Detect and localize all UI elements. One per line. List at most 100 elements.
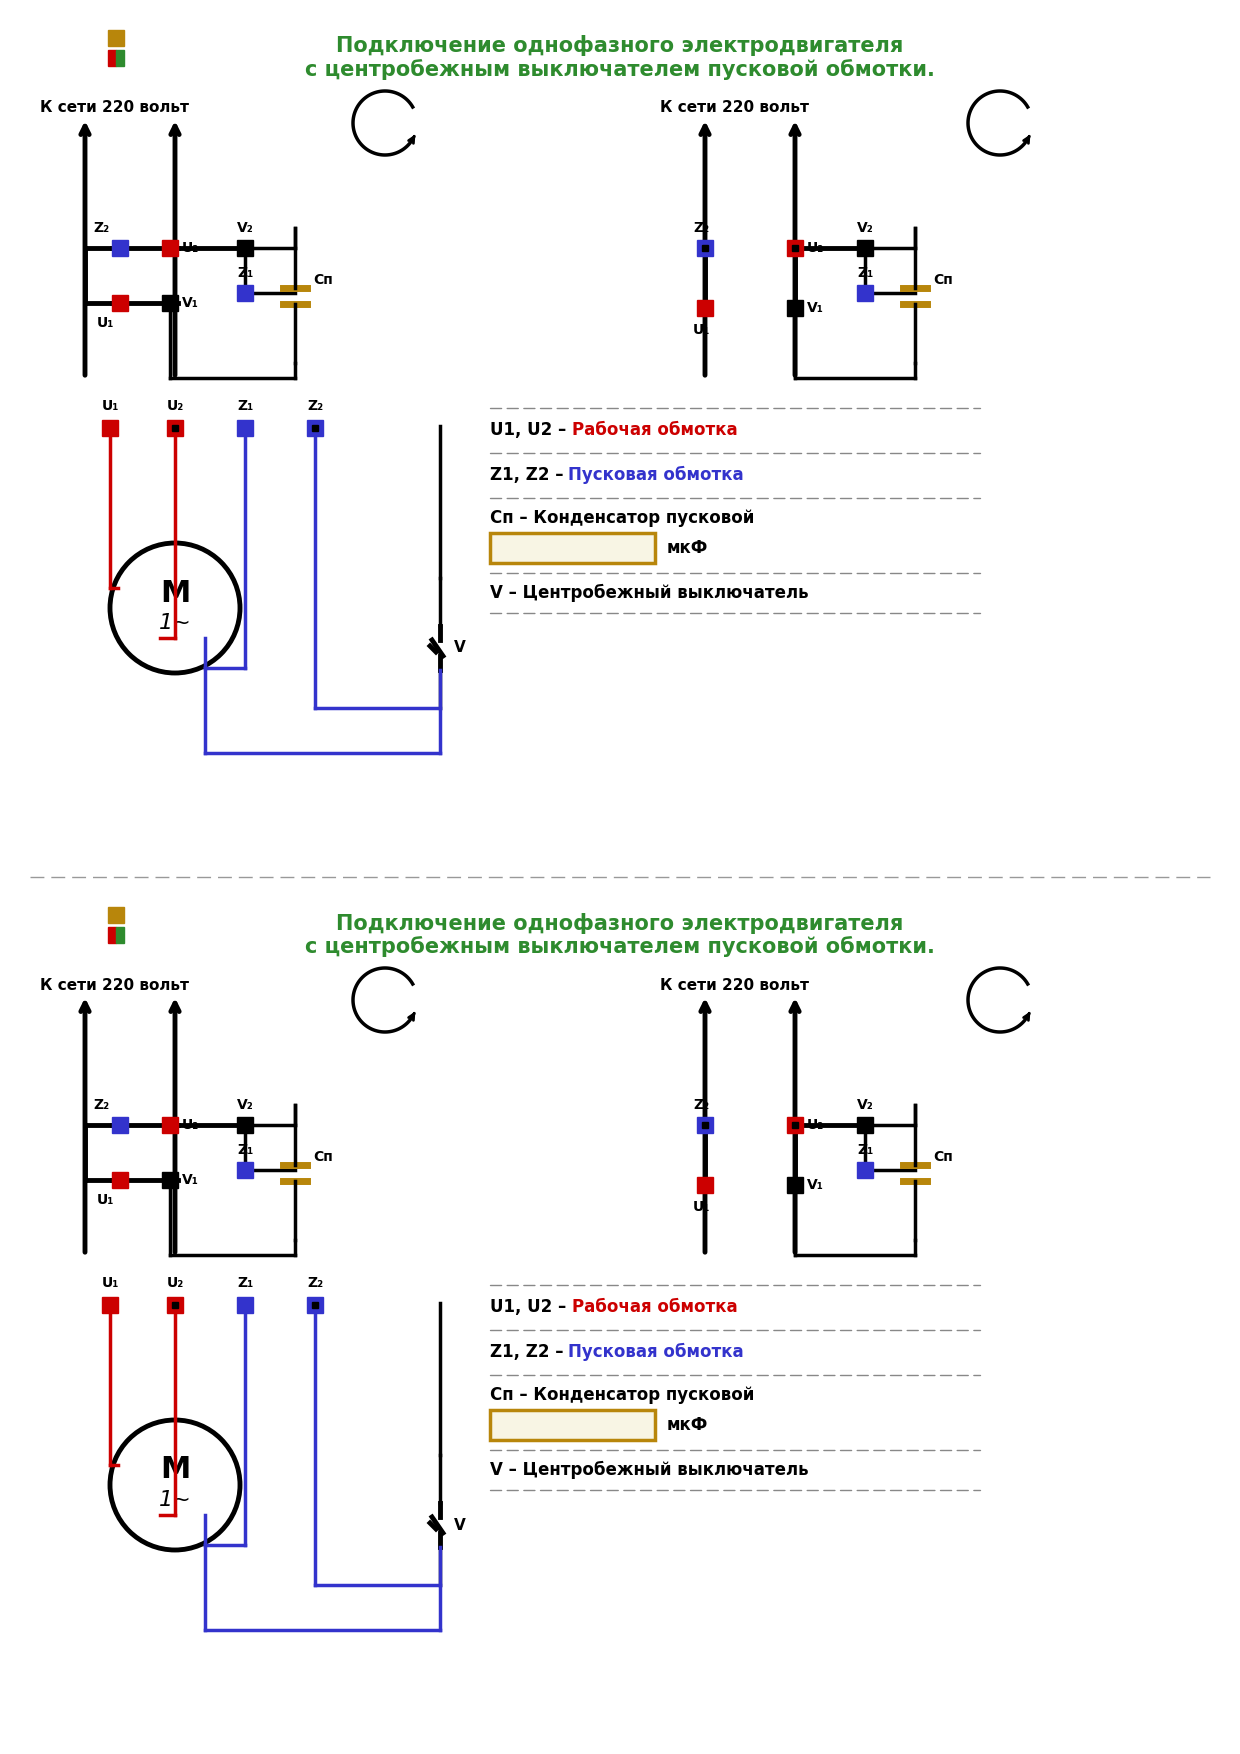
Text: 1~: 1~ bbox=[159, 612, 191, 633]
Text: U1, U2 –: U1, U2 – bbox=[490, 421, 572, 438]
Text: V₁: V₁ bbox=[807, 302, 823, 316]
Bar bbox=[792, 1123, 799, 1128]
Bar bbox=[237, 1117, 253, 1133]
Text: V₁: V₁ bbox=[807, 1179, 823, 1193]
Bar bbox=[167, 1296, 184, 1314]
Text: V: V bbox=[454, 640, 466, 656]
Text: U₁: U₁ bbox=[692, 323, 709, 337]
Bar bbox=[162, 1172, 179, 1187]
Text: V₂: V₂ bbox=[857, 221, 874, 235]
Text: Пусковая обмотка: Пусковая обмотка bbox=[568, 467, 744, 484]
Bar bbox=[237, 284, 253, 302]
Text: Z₁: Z₁ bbox=[237, 267, 253, 281]
Bar bbox=[162, 1117, 179, 1133]
Text: U₂: U₂ bbox=[182, 1117, 200, 1131]
Text: Сп – Конденсатор пусковой: Сп – Конденсатор пусковой bbox=[490, 1386, 754, 1403]
Bar bbox=[697, 240, 713, 256]
Text: Сп: Сп bbox=[312, 274, 332, 288]
Text: U₂: U₂ bbox=[166, 398, 184, 412]
Text: К сети 220 вольт: К сети 220 вольт bbox=[40, 100, 188, 116]
Bar bbox=[697, 1177, 713, 1193]
Bar bbox=[112, 1117, 128, 1133]
Text: Z1, Z2 –: Z1, Z2 – bbox=[490, 467, 569, 484]
Text: К сети 220 вольт: К сети 220 вольт bbox=[660, 977, 808, 993]
Text: Рабочая обмотка: Рабочая обмотка bbox=[572, 421, 738, 438]
Bar bbox=[117, 51, 124, 67]
Bar bbox=[102, 1296, 118, 1314]
Text: Сп: Сп bbox=[932, 274, 952, 288]
Text: с центробежным выключателем пусковой обмотки.: с центробежным выключателем пусковой обм… bbox=[305, 60, 935, 81]
Bar bbox=[108, 928, 117, 944]
Text: U₁: U₁ bbox=[102, 398, 119, 412]
Text: Сп: Сп bbox=[932, 1151, 952, 1165]
Text: V₂: V₂ bbox=[237, 221, 254, 235]
Bar bbox=[792, 246, 799, 251]
Text: Рабочая обмотка: Рабочая обмотка bbox=[572, 1298, 738, 1316]
Bar bbox=[308, 419, 322, 437]
Text: М: М bbox=[160, 1456, 190, 1484]
Bar bbox=[857, 240, 873, 256]
Text: U₁: U₁ bbox=[692, 1200, 709, 1214]
Bar bbox=[237, 1161, 253, 1179]
Text: К сети 220 вольт: К сети 220 вольт bbox=[40, 977, 188, 993]
Bar bbox=[490, 1410, 655, 1440]
Text: Z₂: Z₂ bbox=[308, 1275, 324, 1289]
Text: U₂: U₂ bbox=[182, 240, 200, 254]
Text: Z₂: Z₂ bbox=[693, 221, 709, 235]
Bar bbox=[102, 419, 118, 437]
Bar bbox=[312, 424, 317, 431]
Bar bbox=[787, 1117, 804, 1133]
Text: U₂: U₂ bbox=[807, 1117, 825, 1131]
Text: Z1, Z2 –: Z1, Z2 – bbox=[490, 1344, 569, 1361]
Text: Z₁: Z₁ bbox=[237, 398, 253, 412]
Bar bbox=[172, 424, 179, 431]
Text: U₁: U₁ bbox=[97, 316, 114, 330]
Text: U₂: U₂ bbox=[807, 240, 825, 254]
Text: V₂: V₂ bbox=[237, 1098, 254, 1112]
Bar bbox=[308, 1296, 322, 1314]
Bar bbox=[237, 1296, 253, 1314]
Text: 1~: 1~ bbox=[159, 1489, 191, 1510]
Text: V₁: V₁ bbox=[182, 1173, 198, 1187]
Bar bbox=[490, 533, 655, 563]
Text: Сп – Конденсатор пусковой: Сп – Конденсатор пусковой bbox=[490, 509, 754, 526]
Text: Z₂: Z₂ bbox=[94, 1098, 110, 1112]
Text: Z₁: Z₁ bbox=[857, 267, 873, 281]
Bar bbox=[112, 295, 128, 310]
Bar bbox=[167, 419, 184, 437]
Text: Сп: Сп bbox=[312, 1151, 332, 1165]
Bar bbox=[857, 284, 873, 302]
Text: Z₂: Z₂ bbox=[94, 221, 110, 235]
Text: Пусковая обмотка: Пусковая обмотка bbox=[568, 1344, 744, 1361]
Text: U₂: U₂ bbox=[166, 1275, 184, 1289]
Bar bbox=[108, 907, 124, 923]
Bar bbox=[112, 240, 128, 256]
Bar bbox=[117, 928, 124, 944]
Bar bbox=[697, 1117, 713, 1133]
Bar bbox=[237, 419, 253, 437]
Text: мкФ: мкФ bbox=[667, 538, 708, 558]
Bar bbox=[162, 295, 179, 310]
Text: Z₁: Z₁ bbox=[857, 1144, 873, 1158]
Text: К сети 220 вольт: К сети 220 вольт bbox=[660, 100, 808, 116]
Bar bbox=[857, 1161, 873, 1179]
Text: V – Центробежный выключатель: V – Центробежный выключатель bbox=[490, 1461, 808, 1479]
Bar bbox=[108, 51, 117, 67]
Text: V₂: V₂ bbox=[857, 1098, 874, 1112]
Text: V₁: V₁ bbox=[182, 296, 198, 310]
Text: Подключение однофазного электродвигателя: Подключение однофазного электродвигателя bbox=[336, 912, 904, 933]
Text: Z₁: Z₁ bbox=[237, 1144, 253, 1158]
Text: Подключение однофазного электродвигателя: Подключение однофазного электродвигателя bbox=[336, 35, 904, 56]
Bar bbox=[787, 1177, 804, 1193]
Bar bbox=[108, 30, 124, 46]
Text: Z₂: Z₂ bbox=[693, 1098, 709, 1112]
Text: Z₂: Z₂ bbox=[308, 398, 324, 412]
Bar bbox=[312, 1301, 317, 1308]
Text: U₁: U₁ bbox=[102, 1275, 119, 1289]
Text: U₁: U₁ bbox=[97, 1193, 114, 1207]
Bar bbox=[172, 1301, 179, 1308]
Text: U1, U2 –: U1, U2 – bbox=[490, 1298, 572, 1316]
Bar bbox=[702, 246, 708, 251]
Text: Z₁: Z₁ bbox=[237, 1275, 253, 1289]
Text: М: М bbox=[160, 579, 190, 607]
